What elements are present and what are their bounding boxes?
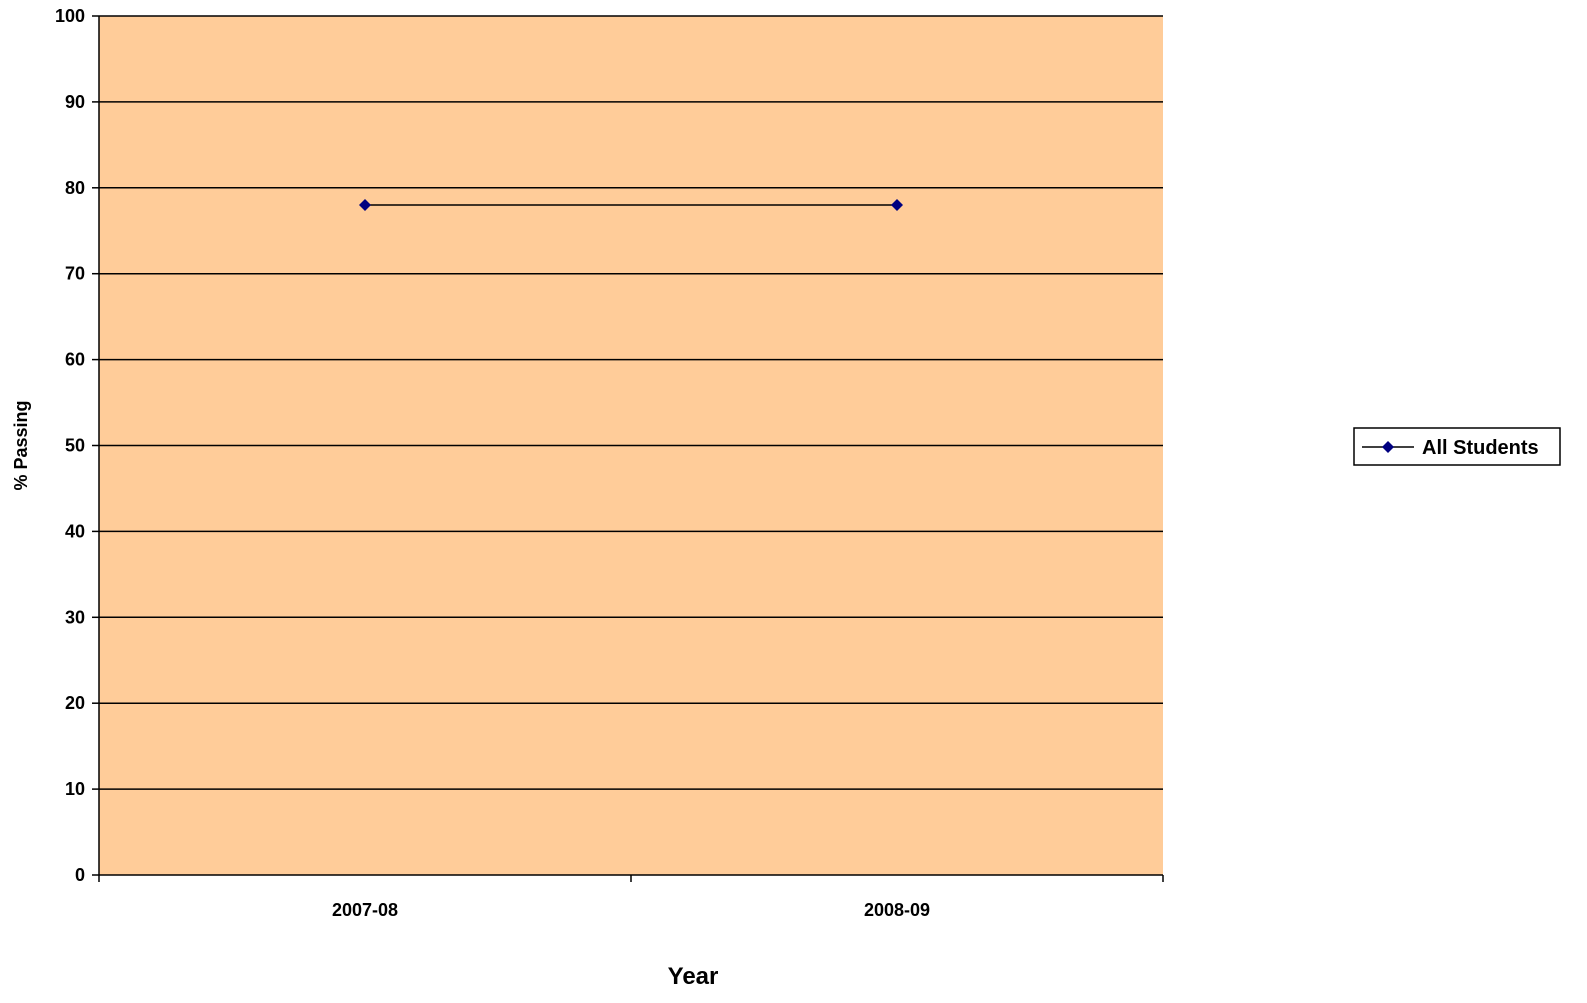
y-tick-label: 40	[65, 521, 85, 541]
y-tick-label: 30	[65, 607, 85, 627]
y-tick-label: 60	[65, 350, 85, 370]
data-point-marker	[359, 198, 371, 211]
legend-label-all-students: All Students	[1422, 437, 1539, 459]
y-tick-label: 80	[65, 178, 85, 198]
legend: All Students	[1353, 427, 1561, 466]
y-tick-label: 0	[75, 865, 85, 885]
y-tick-label: 20	[65, 693, 85, 713]
y-tick-label: 100	[55, 6, 85, 26]
y-tick-label: 90	[65, 92, 85, 112]
x-tick-label: 2008-09	[864, 900, 930, 920]
x-tick-label: 2007-08	[332, 900, 398, 920]
series-group	[359, 198, 903, 211]
y-tick-label: 70	[65, 264, 85, 284]
y-axis-title: % Passing	[11, 400, 31, 490]
y-axis-ticks: 0 10 20 30 40 50 60 70 80 90 100	[55, 6, 99, 885]
x-axis-title: Year	[668, 963, 719, 990]
gridlines	[99, 15, 1163, 790]
y-tick-label: 50	[65, 436, 85, 456]
y-tick-label: 10	[65, 779, 85, 799]
legend-diamond-marker	[1382, 441, 1394, 453]
data-point-marker	[891, 198, 903, 211]
x-axis-ticks: 2007-08 2008-09	[98, 875, 1164, 920]
